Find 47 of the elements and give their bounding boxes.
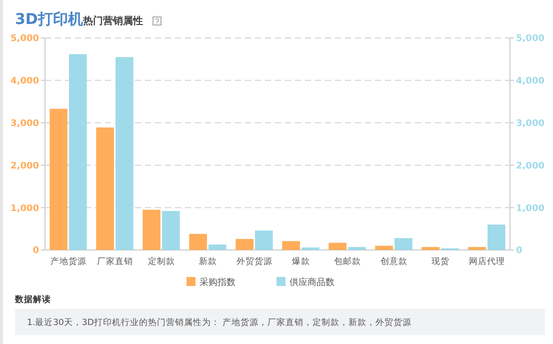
x-tick-label: 新款: [198, 256, 217, 267]
bar: [236, 238, 254, 250]
bar: [328, 242, 346, 250]
x-tick-label: 现货: [431, 256, 450, 267]
bar: [282, 241, 300, 250]
x-tick-label: 创意款: [380, 256, 408, 267]
x-tick-label: 厂家直销: [96, 256, 133, 267]
y2-tick-label: 0: [516, 246, 522, 256]
y-tick-label: 3,000: [10, 118, 39, 129]
x-tick-label: 定制款: [148, 256, 175, 267]
y-tick-label: 2,000: [10, 161, 39, 172]
bar: [96, 127, 114, 250]
y2-tick-label: 3,000: [516, 118, 544, 129]
x-tick-label: 外贸货源: [236, 256, 272, 267]
bar: [302, 247, 320, 250]
y2-tick-label: 4,000: [516, 76, 544, 87]
legend-label: 采购指数: [200, 277, 236, 288]
bar: [189, 234, 207, 250]
y-tick-label: 4,000: [10, 76, 39, 87]
bar: [468, 247, 486, 250]
x-tick-label: 包邮款: [334, 256, 361, 267]
bar: [488, 224, 506, 250]
chart-title: 3D打印机: [15, 10, 83, 28]
bar: [255, 230, 273, 250]
y2-tick-label: 5,000: [516, 34, 544, 44]
text: 1.最近30天，3D打印机行业的热门营销属性为： 产地货源，厂家直销，定制款，新款，外贸货源: [27, 316, 412, 328]
y2-tick-label: 2,000: [516, 161, 544, 172]
y-tick-label: 0: [32, 246, 39, 256]
bar: [162, 210, 180, 250]
bar: [50, 108, 68, 250]
bar: [142, 210, 160, 250]
bar: [422, 247, 440, 250]
y2-tick-label: 1,000: [516, 204, 544, 214]
bar: [394, 238, 412, 250]
y-tick-label: 1,000: [10, 204, 39, 214]
x-tick-label: 爆款: [292, 256, 310, 267]
bar: [348, 247, 366, 250]
bar: [375, 246, 393, 250]
bar: [116, 57, 134, 250]
text: 数据解读: [14, 294, 51, 305]
y-tick-label: 5,000: [10, 34, 39, 44]
legend-label: 供应商品数: [290, 277, 334, 288]
x-tick-label: 产地货源: [50, 256, 86, 267]
chart-subtitle: 热门营销属性: [82, 15, 143, 27]
bar: [69, 54, 87, 250]
bar: [208, 244, 226, 250]
x-tick-label: 网店代理: [468, 256, 505, 267]
